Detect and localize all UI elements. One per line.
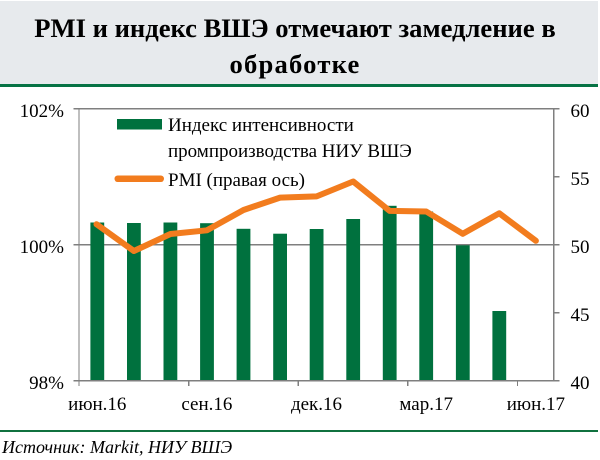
svg-text:98%: 98%	[29, 373, 64, 394]
svg-text:июн.17: июн.17	[507, 394, 565, 415]
svg-text:Индекс интенсивности: Индекс интенсивности	[168, 115, 354, 136]
svg-text:промпроизводства НИУ ВШЭ: промпроизводства НИУ ВШЭ	[168, 141, 412, 162]
svg-text:55: 55	[571, 169, 590, 190]
svg-text:дек.16: дек.16	[291, 394, 342, 415]
svg-text:45: 45	[571, 305, 590, 326]
svg-text:102%: 102%	[20, 101, 65, 122]
svg-text:мар.17: мар.17	[399, 394, 453, 415]
svg-text:50: 50	[571, 237, 590, 258]
svg-text:PMI (правая ось): PMI (правая ось)	[168, 170, 305, 191]
svg-text:июн.16: июн.16	[68, 394, 126, 415]
svg-text:сен.16: сен.16	[181, 394, 232, 415]
svg-text:40: 40	[571, 373, 590, 394]
svg-text:60: 60	[571, 101, 590, 122]
svg-text:100%: 100%	[20, 237, 65, 258]
